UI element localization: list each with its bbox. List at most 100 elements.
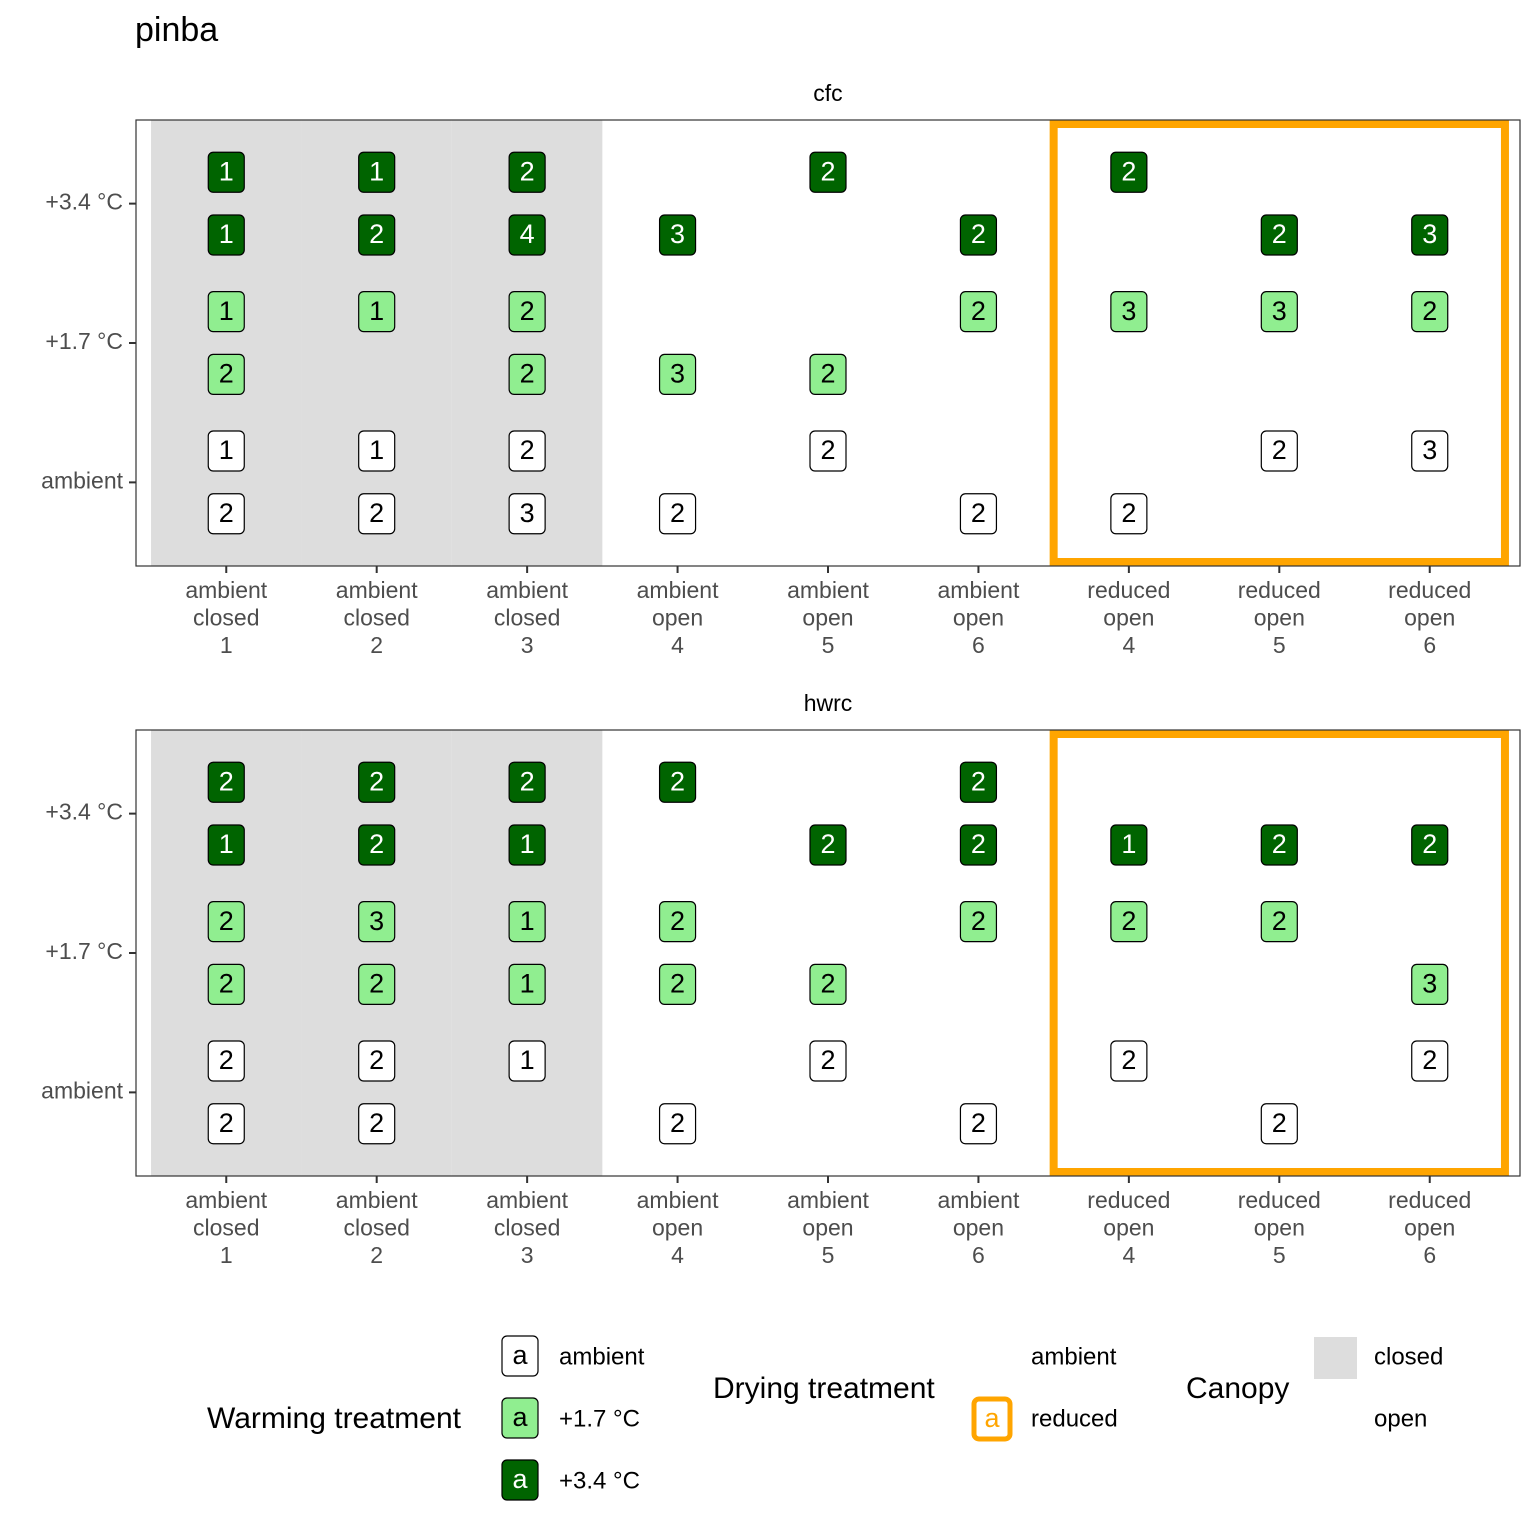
label-text: 2: [1272, 435, 1287, 465]
label: [508, 291, 546, 333]
label: [358, 761, 396, 803]
x-tick-label: open: [1404, 1215, 1455, 1241]
label-text: 2: [219, 766, 234, 796]
label-text: 2: [520, 358, 535, 388]
label-text: 2: [1121, 498, 1136, 528]
legend-title: Canopy: [1186, 1372, 1289, 1405]
legend-key-text: a: [512, 1464, 528, 1494]
label-text: 1: [520, 1045, 535, 1075]
legend-key: [501, 1335, 539, 1377]
label: [959, 824, 998, 866]
label: [809, 824, 847, 866]
label-text: 2: [1272, 906, 1287, 936]
x-tick-label: ambient: [486, 1187, 568, 1213]
chart-title: pinba: [135, 11, 218, 49]
label-text: 2: [369, 1108, 384, 1138]
strip-label: hwrc: [804, 690, 853, 716]
label-text: 2: [1121, 906, 1136, 936]
x-tick-label: ambient: [787, 577, 869, 603]
x-tick-label: 4: [1122, 632, 1135, 658]
label: [658, 901, 697, 943]
label: [207, 761, 245, 803]
x-tick-label: reduced: [1238, 577, 1321, 603]
label-text: 2: [1422, 1045, 1437, 1075]
label: [358, 493, 396, 535]
label: [809, 430, 847, 472]
label: [1260, 824, 1298, 866]
x-tick-label: ambient: [938, 577, 1020, 603]
x-tick-label: 4: [671, 1242, 684, 1268]
label: [207, 291, 245, 333]
label-text: 2: [369, 219, 384, 249]
label-text: 1: [1121, 829, 1136, 859]
label-text: 2: [369, 1045, 384, 1075]
label: [1411, 1040, 1449, 1082]
label-text: 2: [670, 766, 685, 796]
label-text: 2: [369, 829, 384, 859]
x-tick-label: 2: [370, 1242, 383, 1268]
x-tick-label: closed: [343, 1215, 409, 1241]
label-text: 2: [369, 498, 384, 528]
label: [358, 291, 396, 333]
canopy-shade: [451, 730, 603, 1176]
label-text: 2: [1121, 1045, 1136, 1075]
x-tick-label: ambient: [336, 577, 418, 603]
x-tick-label: open: [802, 605, 853, 631]
x-tick-label: ambient: [185, 1187, 267, 1213]
x-tick-label: ambient: [185, 577, 267, 603]
label: [959, 901, 998, 943]
legend-key-text: a: [984, 1403, 1000, 1433]
x-tick-label: 6: [972, 632, 985, 658]
x-tick-label: 6: [972, 1242, 985, 1268]
label-text: 2: [971, 498, 986, 528]
x-tick-label: open: [1404, 605, 1455, 631]
label-text: 2: [219, 498, 234, 528]
label: [1260, 430, 1298, 472]
label: [207, 901, 245, 943]
legend-label: reduced: [1031, 1405, 1118, 1432]
label: [508, 430, 546, 472]
x-tick-label: open: [1254, 1215, 1305, 1241]
legend-label: open: [1374, 1405, 1427, 1432]
label: [358, 1040, 396, 1082]
label-text: 2: [971, 219, 986, 249]
label-text: 2: [820, 829, 835, 859]
label: [959, 1103, 998, 1145]
label: [207, 151, 245, 193]
label: [1110, 901, 1148, 943]
label-text: 2: [1272, 219, 1287, 249]
x-tick-label: open: [652, 1215, 703, 1241]
label-text: 2: [971, 829, 986, 859]
drying-border: [1049, 120, 1509, 566]
label-text: 2: [520, 435, 535, 465]
label: [1110, 824, 1148, 866]
label-text: 2: [971, 1108, 986, 1138]
label: [508, 963, 546, 1005]
x-tick-label: 1: [220, 632, 233, 658]
legend-key: [501, 1459, 539, 1501]
legend-key: [1314, 1337, 1357, 1379]
x-tick-label: closed: [494, 605, 560, 631]
label: [809, 1040, 847, 1082]
label-text: 1: [219, 435, 234, 465]
label: [658, 493, 697, 535]
legend-key-text: a: [512, 1402, 528, 1432]
x-tick-label: 4: [1122, 1242, 1135, 1268]
y-tick-label: +3.4 °C: [45, 189, 123, 215]
label-text: 3: [520, 498, 535, 528]
x-tick-label: 4: [671, 632, 684, 658]
label-text: 2: [219, 1045, 234, 1075]
label-text: 2: [971, 296, 986, 326]
label: [1110, 291, 1148, 333]
label: [207, 824, 245, 866]
legend-title: Warming treatment: [207, 1402, 462, 1435]
label: [1110, 151, 1148, 193]
label-text: 3: [1422, 968, 1437, 998]
label-text: 2: [820, 435, 835, 465]
label-text: 1: [520, 829, 535, 859]
x-tick-label: 5: [1273, 1242, 1286, 1268]
legend-label: ambient: [1031, 1343, 1117, 1370]
canopy-shade: [301, 730, 452, 1176]
